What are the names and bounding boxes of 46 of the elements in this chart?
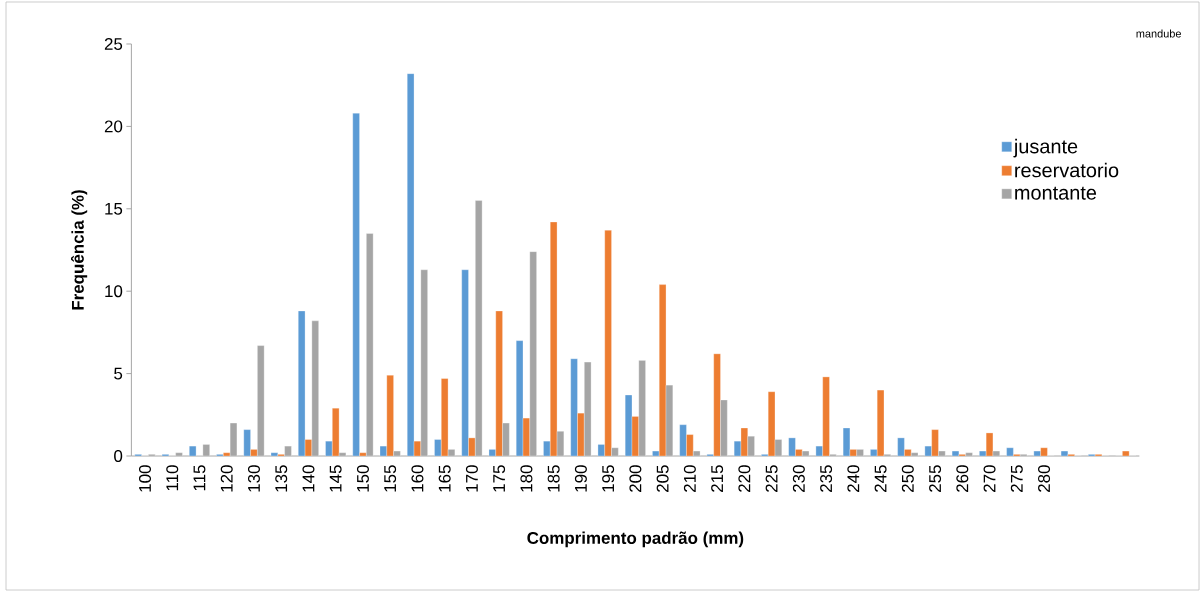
legend-label: reservatorio bbox=[1015, 162, 1119, 178]
x-tick-label: 280 bbox=[1038, 465, 1051, 492]
legend-label: jusante bbox=[1013, 138, 1078, 158]
x-tick-label: 225 bbox=[765, 465, 778, 492]
x-tick-label: 170 bbox=[465, 465, 478, 492]
x-tick-label: 140 bbox=[302, 465, 315, 492]
x-tick-label: 215 bbox=[711, 465, 724, 492]
x-tick-label: 245 bbox=[874, 465, 887, 492]
y-tick-label: 20 bbox=[104, 120, 123, 133]
x-tick-label: 195 bbox=[602, 465, 615, 492]
x-axis-title: Comprimento padrão (mm) bbox=[527, 531, 744, 548]
x-tick-label: 260 bbox=[956, 465, 969, 492]
x-tick-label: 210 bbox=[683, 465, 696, 492]
x-tick-label: 235 bbox=[820, 465, 833, 492]
x-tick-label: 135 bbox=[275, 465, 288, 492]
x-tick-label: 270 bbox=[983, 465, 996, 492]
x-tick-label: 200 bbox=[629, 465, 642, 492]
y-axis-title: Frequência (%) bbox=[71, 190, 88, 310]
x-tick-label: 250 bbox=[901, 465, 914, 492]
y-tick-label: 10 bbox=[105, 285, 123, 298]
x-tick-label: 160 bbox=[411, 465, 424, 492]
x-tick-label: 240 bbox=[847, 465, 860, 492]
x-tick-label: 145 bbox=[329, 465, 342, 492]
x-tick-label: 255 bbox=[929, 465, 942, 492]
x-tick-label: 180 bbox=[520, 465, 533, 492]
x-tick-label: 205 bbox=[656, 465, 669, 492]
x-tick-label: 115 bbox=[193, 465, 206, 491]
x-tick-label: 185 bbox=[547, 465, 560, 492]
legend-label: montante bbox=[1015, 186, 1097, 200]
x-tick-label: 120 bbox=[220, 465, 233, 492]
x-tick-label: 130 bbox=[247, 465, 260, 492]
x-tick-label: 155 bbox=[384, 465, 397, 492]
x-tick-label: 230 bbox=[792, 465, 805, 492]
x-tick-label: 275 bbox=[1010, 465, 1023, 492]
x-tick-label: 190 bbox=[574, 465, 587, 492]
x-tick-label: 165 bbox=[438, 465, 451, 492]
y-tick-label: 5 bbox=[114, 367, 123, 380]
x-tick-label: 150 bbox=[356, 465, 369, 492]
x-tick-label: 220 bbox=[738, 465, 751, 492]
y-tick-label: 25 bbox=[104, 38, 123, 50]
x-tick-label: 110 bbox=[166, 465, 179, 491]
y-tick-label: 0 bbox=[114, 450, 123, 462]
text: mandube bbox=[1136, 29, 1181, 38]
x-tick-label: 175 bbox=[493, 465, 506, 492]
y-tick-label: 15 bbox=[105, 202, 123, 215]
x-tick-label: 100 bbox=[139, 465, 151, 492]
